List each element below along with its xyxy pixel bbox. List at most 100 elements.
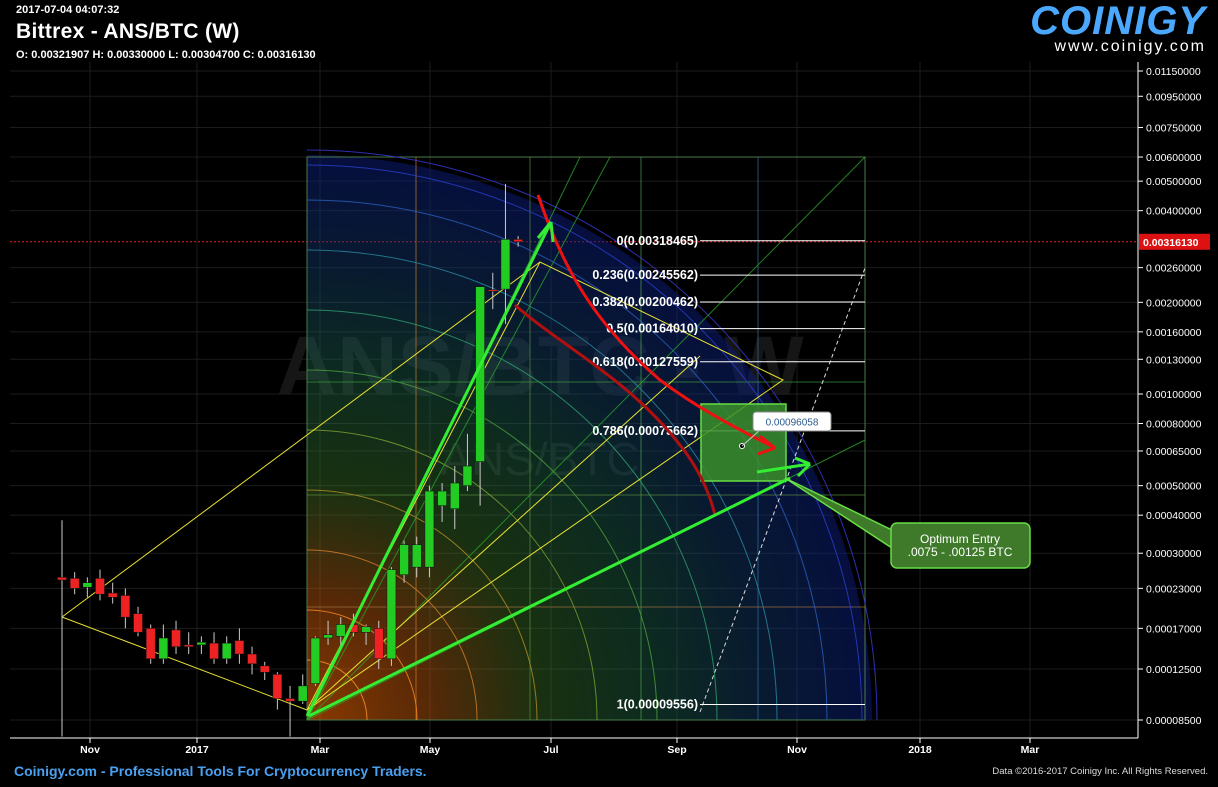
candle-body	[95, 578, 105, 595]
candle-body	[82, 582, 93, 588]
y-tick-label: 0.01150000	[1146, 66, 1201, 78]
fan-arc	[306, 249, 778, 721]
y-tick-label: 0.00080000	[1146, 419, 1202, 431]
candle-body	[259, 665, 270, 673]
candle-body	[183, 644, 194, 647]
green-arrowhead-right	[794, 456, 812, 478]
fibonacci-levels: 0(0.00318465) 0.236(0.00245562) 0.382(0.00…	[592, 234, 865, 712]
x-tick-label: 2018	[908, 744, 932, 756]
yellow-trendlines	[61, 261, 784, 711]
y-tick-label: 0.00008500	[1146, 715, 1202, 727]
drawing-overlays: 0.00096058 Optimum Entry.0075 - .00125 BT…	[305, 194, 1031, 718]
x-tick-label: Jul	[543, 744, 558, 756]
fib-label: 0.5(0.00164010)	[606, 322, 698, 336]
candle-body	[500, 239, 511, 290]
fan-arc-fill	[307, 155, 872, 720]
candle-body	[513, 239, 523, 243]
candle-body	[488, 289, 498, 292]
x-tick-label: Mar	[311, 744, 330, 756]
footer-tagline[interactable]: Coinigy.com - Professional Tools For Cry…	[14, 763, 427, 779]
price-marker-label: 0.00096058	[766, 418, 819, 429]
candle-body	[399, 544, 409, 575]
fib-label: 0.786(0.00075662)	[592, 424, 698, 438]
callout-line1: Optimum Entry	[920, 532, 1000, 546]
green-arrowhead-up	[536, 221, 555, 243]
x-tick-label: Mar	[1021, 744, 1040, 756]
candle-body	[323, 634, 333, 639]
x-tick-label: Nov	[787, 744, 807, 756]
y-tick-label: 0.00160000	[1146, 327, 1202, 339]
green-impulse-arrow	[305, 221, 553, 717]
candle-body	[145, 628, 156, 660]
candle-body	[69, 578, 80, 589]
candle-body	[107, 592, 118, 598]
candle-body	[120, 595, 131, 618]
candle-body	[462, 465, 473, 486]
fan-arc	[306, 489, 538, 721]
ohlc-readout: O: 0.00321907 H: 0.00330000 L: 0.0030470…	[16, 49, 316, 61]
callout-line2: .0075 - .00125 BTC	[908, 545, 1013, 559]
candle-body	[450, 482, 460, 509]
y-tick-label: 0.00500000	[1146, 176, 1202, 188]
y-tick-label: 0.00040000	[1146, 510, 1202, 522]
candle-body	[297, 685, 308, 702]
candle-body	[335, 624, 346, 637]
candle-body	[437, 490, 447, 506]
fan-arc	[306, 429, 598, 721]
candle-body	[386, 569, 397, 660]
fan-arc	[306, 164, 863, 721]
candle-body	[285, 698, 295, 702]
price-marker-leader	[741, 429, 761, 447]
coinigy-logo[interactable]: COINIGY www.coinigy.com	[1030, 0, 1206, 56]
price-marker-box	[752, 411, 832, 432]
red-secondary-curve	[514, 303, 717, 516]
red-projection-curve	[536, 194, 776, 450]
candle-body	[361, 626, 371, 633]
current-price-label: 0.00316130	[1143, 237, 1199, 249]
y-tick-label: 0.00023000	[1146, 583, 1202, 595]
footer-copyright: Data ©2016-2017 Coinigy Inc. All Rights …	[992, 766, 1208, 777]
fan-arc	[306, 149, 878, 721]
candle-body	[272, 674, 283, 699]
x-tick-label: Nov	[80, 744, 100, 756]
logo-wordmark: COINIGY	[1030, 0, 1206, 43]
green-entry-arrow	[756, 462, 811, 474]
x-tick-label: 2017	[185, 744, 209, 756]
y-tick-label: 0.00950000	[1146, 91, 1202, 103]
candle-body	[209, 642, 219, 660]
candle-body	[158, 637, 169, 660]
candle-body	[412, 544, 422, 568]
candle-body	[171, 629, 181, 647]
red-arrowhead	[757, 434, 776, 456]
candle-body	[133, 613, 143, 633]
fan-arc	[306, 549, 478, 721]
candle-body	[57, 577, 67, 581]
chart-title: Bittrex - ANS/BTC (W)	[16, 20, 240, 43]
y-tick-label: 0.00017000	[1146, 623, 1202, 635]
y-tick-label: 0.00260000	[1146, 263, 1202, 275]
callout-box	[890, 522, 1031, 569]
y-tick-label: 0.00012500	[1146, 664, 1202, 676]
yellow-upper-line	[61, 261, 541, 618]
fib-label: 0(0.00318465)	[617, 234, 698, 248]
candlestick-series	[57, 183, 523, 737]
y-tick-label: 0.00200000	[1146, 297, 1202, 309]
fib-label: 0.382(0.00200462)	[592, 295, 698, 309]
dashed-diagonal	[699, 267, 866, 713]
fib-label: 1(0.00009556)	[617, 698, 698, 712]
green-support-arrow	[308, 476, 791, 718]
fan-arc	[306, 309, 718, 721]
y-tick-label: 0.00065000	[1146, 446, 1202, 458]
x-tick-label: Sep	[667, 744, 686, 756]
fan-arc	[306, 199, 828, 721]
fan-arc	[306, 369, 658, 721]
y-tick-label: 0.00030000	[1146, 548, 1202, 560]
fib-label: 0.236(0.00245562)	[592, 268, 698, 282]
chart-timestamp: 2017-07-04 04:07:32	[16, 4, 120, 16]
candle-body	[196, 642, 207, 646]
candle-body	[247, 653, 257, 665]
fan-box	[306, 156, 866, 721]
candle-body	[310, 637, 321, 684]
yellow-inner-line	[306, 355, 701, 711]
